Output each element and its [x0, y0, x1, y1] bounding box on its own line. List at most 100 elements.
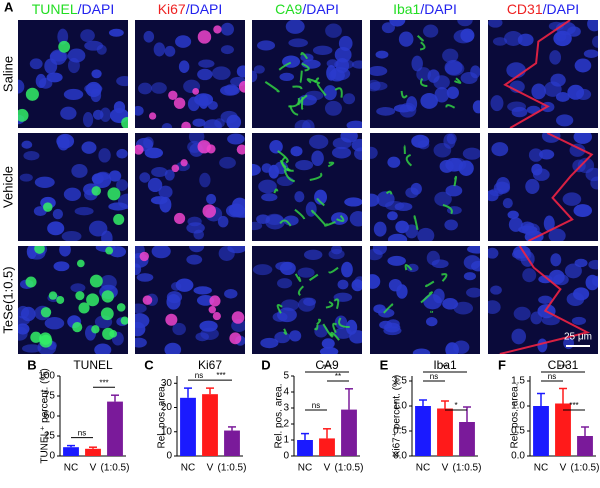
- stain-signal: [309, 172, 323, 181]
- nucleus: [214, 118, 225, 128]
- y-axis-label: TUNEL⁺ percent. (%): [40, 368, 51, 463]
- nucleus: [573, 133, 592, 144]
- column-header: CD31/DAPI: [507, 1, 579, 17]
- nucleus: [328, 249, 345, 260]
- y-tick-label: 1.5: [393, 376, 407, 387]
- nucleus: [227, 133, 245, 145]
- nucleus: [376, 191, 395, 208]
- nucleus: [457, 20, 473, 27]
- nucleus: [489, 188, 504, 197]
- nucleus: [406, 263, 419, 273]
- nucleus: [193, 286, 212, 295]
- stain-signal: [311, 209, 326, 226]
- micrograph-bg: [18, 133, 128, 241]
- nucleus: [341, 261, 353, 278]
- nucleus: [351, 279, 362, 292]
- stain-signal: [385, 190, 393, 195]
- nucleus: [574, 58, 592, 73]
- nucleus: [321, 338, 335, 349]
- nucleus: [19, 173, 33, 182]
- stain-signal: [325, 300, 334, 309]
- stained-cell: [48, 291, 58, 300]
- y-tick-label: 1.5: [511, 376, 525, 387]
- significance-label: ***: [569, 401, 578, 410]
- nucleus: [325, 23, 342, 38]
- bar: [202, 394, 218, 456]
- nucleus: [71, 164, 88, 178]
- nucleus: [588, 259, 598, 270]
- counterstain: /DAPI: [302, 1, 339, 17]
- nucleus: [164, 169, 175, 181]
- stain-signal: [442, 204, 453, 215]
- stain-signal: [400, 90, 408, 99]
- y-tick-label: 0: [49, 451, 55, 462]
- nucleus: [566, 292, 585, 306]
- stained-cell: [148, 112, 157, 120]
- nucleus: [135, 337, 147, 348]
- nucleus: [44, 317, 65, 330]
- stained-cell: [202, 204, 217, 218]
- bar: [180, 397, 196, 456]
- nucleus: [572, 159, 586, 173]
- nucleus: [252, 221, 263, 231]
- nucleus: [252, 70, 258, 83]
- stained-cell: [25, 87, 39, 101]
- nucleus: [18, 323, 30, 335]
- nucleus: [80, 29, 95, 42]
- nucleus: [274, 331, 291, 344]
- nucleus: [147, 177, 163, 193]
- nucleus: [423, 294, 442, 310]
- nucleus: [528, 148, 543, 162]
- stain-signal: [292, 85, 303, 90]
- significance-label: ns: [195, 371, 203, 380]
- nucleus: [198, 94, 209, 109]
- stain-signal: [316, 197, 325, 207]
- nucleus: [453, 301, 473, 315]
- stained-cell: [43, 202, 53, 212]
- y-tick-label: 0.5: [393, 426, 407, 437]
- nucleus: [467, 246, 480, 254]
- nucleus: [108, 202, 128, 211]
- nucleus: [312, 45, 333, 55]
- stain-name: TUNEL: [32, 1, 78, 17]
- nucleus: [283, 215, 299, 226]
- nucleus: [186, 254, 203, 265]
- nucleus: [502, 197, 513, 209]
- nucleus: [153, 42, 166, 57]
- nucleus: [439, 159, 454, 173]
- bar: [577, 436, 593, 456]
- stain-signal: [300, 52, 309, 60]
- nucleus: [564, 263, 582, 279]
- stain-signal: [404, 264, 413, 271]
- nucleus: [198, 59, 215, 68]
- stained-cell: [86, 293, 100, 307]
- nucleus: [431, 259, 449, 269]
- nucleus: [289, 330, 302, 342]
- nucleus: [98, 148, 111, 163]
- nucleus: [370, 79, 381, 92]
- nucleus: [81, 141, 97, 154]
- nucleus: [192, 118, 206, 127]
- nucleus: [116, 75, 128, 87]
- stain-signal: [301, 62, 310, 72]
- stain-signal: [283, 328, 288, 335]
- nucleus: [279, 72, 295, 82]
- nucleus: [207, 100, 218, 110]
- stain-signal: [413, 215, 419, 230]
- nucleus: [433, 143, 452, 158]
- nucleus: [416, 67, 431, 82]
- stain-signal: [264, 81, 280, 93]
- row-label: Vehicle: [0, 166, 15, 208]
- nucleus: [277, 307, 297, 323]
- stain-signal: [403, 144, 406, 155]
- nucleus: [258, 179, 277, 194]
- y-tick-label: 30: [161, 378, 173, 389]
- nucleus: [288, 38, 308, 48]
- stained-cell: [209, 295, 221, 307]
- nucleus: [175, 278, 194, 292]
- nucleus: [189, 246, 205, 253]
- stained-cell: [206, 144, 216, 154]
- nucleus: [370, 146, 378, 159]
- nucleus: [82, 111, 94, 128]
- nucleus: [463, 272, 476, 281]
